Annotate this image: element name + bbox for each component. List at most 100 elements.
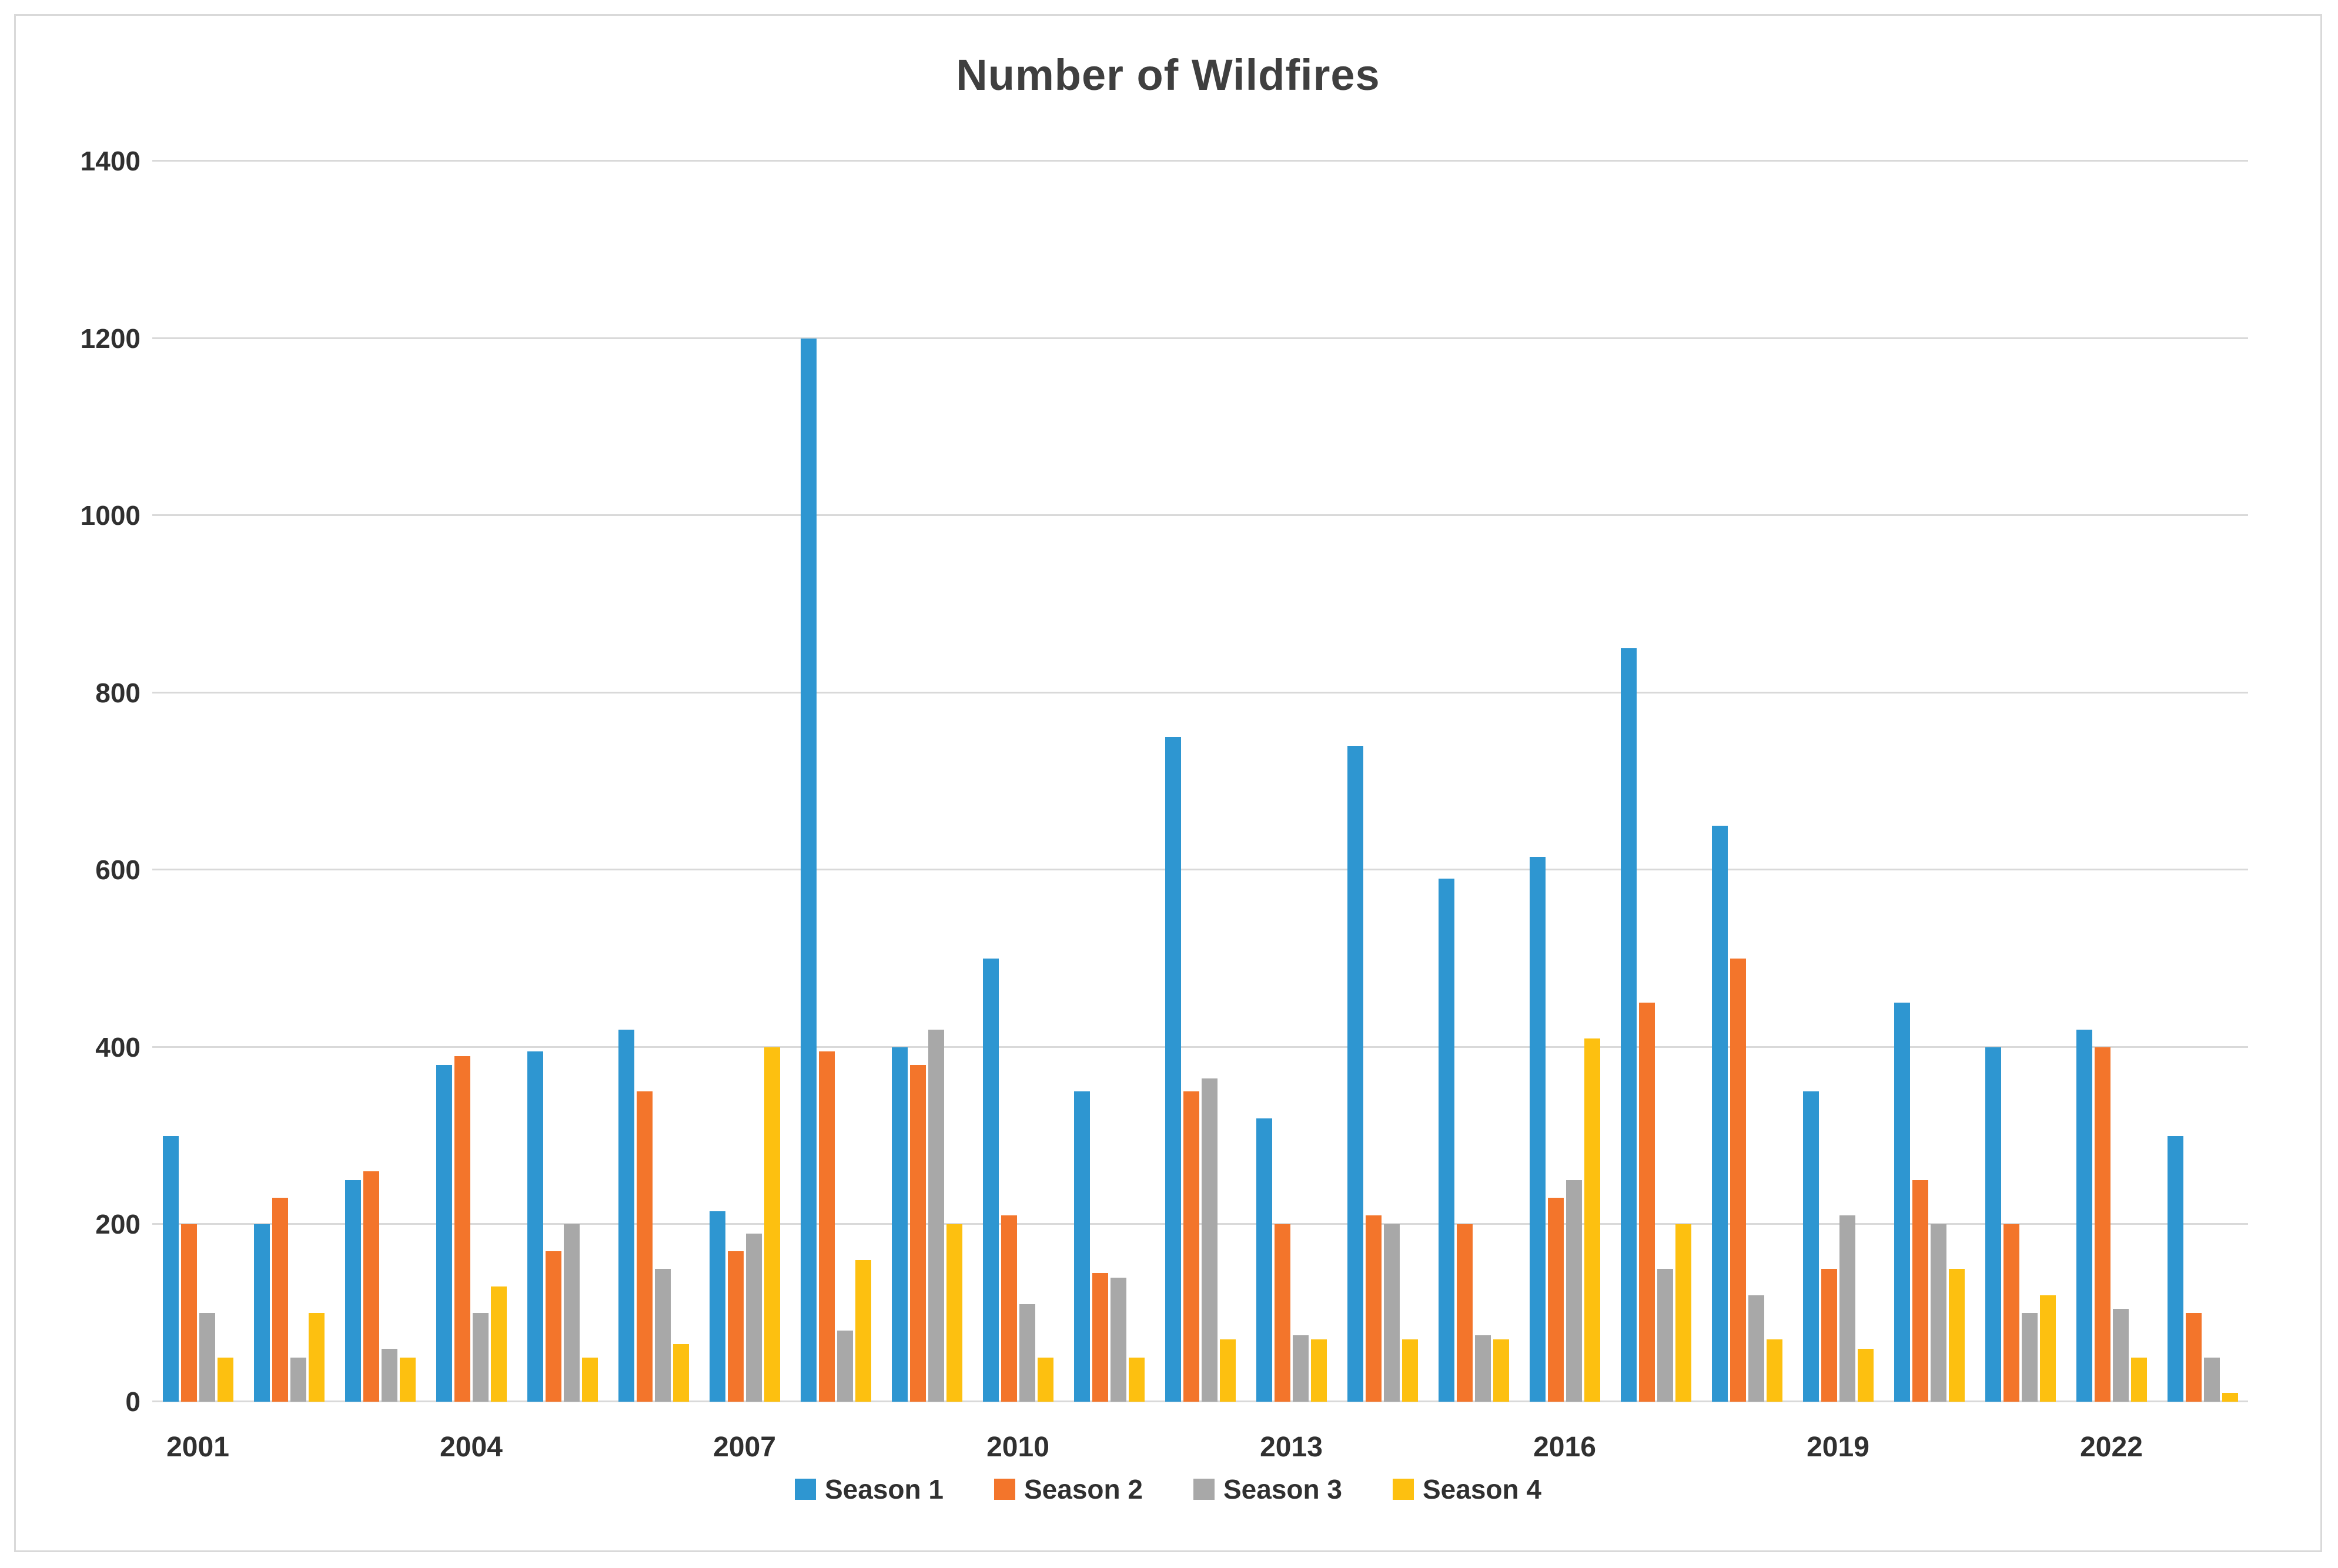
bar-group-2023 <box>2157 161 2248 1402</box>
bar-group-2010 <box>972 161 1063 1402</box>
bar-season-4-2014 <box>1402 1339 1418 1402</box>
bar-group-2013 <box>1246 161 1337 1402</box>
y-axis-tick-label: 800 <box>95 677 141 708</box>
bar-season-4-2012 <box>1219 1339 1236 1402</box>
bar-season-1-2002 <box>253 1224 270 1402</box>
bar-season-3-2023 <box>2203 1357 2220 1402</box>
chart-title: Number of Wildfires <box>956 51 1380 99</box>
x-axis-tick-label: 2022 <box>2080 1432 2143 1463</box>
bar-season-1-2017 <box>1620 648 1637 1402</box>
bar-season-2-2014 <box>1365 1215 1382 1402</box>
bar-group-2011 <box>1063 161 1155 1402</box>
y-axis-tick-label: 1000 <box>80 500 141 531</box>
bar-season-2-2020 <box>1912 1180 1928 1402</box>
bar-season-4-2004 <box>490 1286 507 1402</box>
bar-season-1-2003 <box>344 1180 361 1402</box>
bar-season-4-2020 <box>1948 1268 1965 1402</box>
bar-season-3-2019 <box>1839 1215 1855 1402</box>
bar-season-3-2010 <box>1019 1304 1035 1402</box>
bar-group-2001 <box>152 161 243 1402</box>
y-axis-tick-label: 400 <box>95 1031 141 1063</box>
bar-season-3-2022 <box>2112 1308 2129 1402</box>
bar-group-2015 <box>1428 161 1519 1402</box>
bar-season-3-2014 <box>1383 1224 1400 1402</box>
bar-season-3-2008 <box>837 1331 853 1402</box>
legend-item-season-1: Season 1 <box>795 1473 944 1505</box>
legend-swatch-icon <box>795 1479 816 1500</box>
bar-season-1-2007 <box>709 1211 725 1402</box>
bar-season-1-2022 <box>2076 1029 2092 1402</box>
gridline-y-800 <box>152 691 2248 693</box>
bar-season-4-2013 <box>1310 1339 1327 1402</box>
bar-season-1-2015 <box>1438 879 1454 1402</box>
bar-season-3-2009 <box>928 1029 944 1402</box>
bar-season-1-2014 <box>1347 746 1363 1402</box>
bar-season-1-2012 <box>1165 737 1181 1402</box>
y-axis-tick-label: 1400 <box>80 146 141 176</box>
bar-season-4-2021 <box>2039 1295 2056 1402</box>
bar-season-4-2023 <box>2222 1392 2238 1402</box>
legend-swatch-icon <box>1193 1479 1215 1500</box>
bar-group-2007 <box>699 161 790 1402</box>
x-axis-tick-label: 2007 <box>713 1432 776 1463</box>
legend-label: Season 4 <box>1423 1474 1541 1505</box>
bar-season-3-2018 <box>1748 1295 1764 1402</box>
bar-group-2006 <box>608 161 699 1402</box>
x-axis-tick-label: 2013 <box>1260 1432 1323 1463</box>
bar-group-2018 <box>1701 161 1792 1402</box>
legend-item-season-3: Season 3 <box>1193 1473 1342 1505</box>
bar-season-2-2006 <box>636 1091 653 1402</box>
bar-season-1-2019 <box>1802 1091 1819 1402</box>
bar-season-2-2017 <box>1638 1003 1655 1402</box>
bar-season-3-2020 <box>1930 1224 1946 1402</box>
bar-season-4-2003 <box>399 1357 416 1402</box>
bar-season-4-2006 <box>673 1344 689 1402</box>
bar-group-2004 <box>426 161 517 1402</box>
bar-season-4-2007 <box>764 1047 780 1402</box>
legend-item-season-2: Season 2 <box>994 1473 1143 1505</box>
x-axis-tick-label: 2001 <box>166 1432 229 1463</box>
bar-season-1-2009 <box>891 1047 908 1402</box>
x-axis-tick-label: 2016 <box>1533 1432 1596 1463</box>
gridline-y-200 <box>152 1223 2248 1225</box>
bar-season-2-2003 <box>363 1171 379 1402</box>
bar-season-2-2002 <box>272 1198 288 1402</box>
x-axis-tick-label: 2010 <box>986 1432 1049 1463</box>
bar-season-3-2005 <box>563 1224 580 1402</box>
bar-season-3-2016 <box>1566 1180 1582 1402</box>
y-axis-tick-label: 200 <box>95 1209 141 1240</box>
bar-season-1-2008 <box>800 338 817 1402</box>
bar-season-4-2010 <box>1037 1357 1053 1402</box>
bar-group-2003 <box>335 161 426 1402</box>
gridline-y-600 <box>152 869 2248 871</box>
bar-season-2-2023 <box>2185 1313 2202 1402</box>
bar-group-2016 <box>1519 161 1610 1402</box>
bar-season-2-2010 <box>1001 1215 1017 1402</box>
bar-season-4-2008 <box>855 1259 871 1402</box>
bar-season-1-2004 <box>436 1065 452 1402</box>
bar-season-2-2022 <box>2094 1047 2110 1402</box>
bar-season-4-2015 <box>1493 1339 1509 1402</box>
bar-group-2020 <box>1884 161 1975 1402</box>
bar-season-2-2007 <box>727 1251 744 1402</box>
bar-season-2-2012 <box>1183 1091 1199 1402</box>
bar-season-1-2021 <box>1985 1047 2001 1402</box>
x-axis-tick-label: 2004 <box>440 1432 503 1463</box>
bar-season-4-2022 <box>2130 1357 2147 1402</box>
bar-season-1-2018 <box>1711 825 1728 1402</box>
gridline-y-1000 <box>152 514 2248 517</box>
legend-label: Season 3 <box>1223 1474 1342 1505</box>
bar-season-4-2001 <box>217 1357 233 1402</box>
bar-season-1-2023 <box>2167 1135 2183 1402</box>
bar-season-2-2008 <box>818 1051 835 1402</box>
gridline-y-1200 <box>152 337 2248 339</box>
plot-area: 0 200 400 600 800 1000 1200 1400 2001 2004 2007 201… <box>81 148 2248 1463</box>
bar-season-3-2012 <box>1201 1078 1218 1402</box>
bar-season-4-2011 <box>1128 1357 1145 1402</box>
bar-group-2017 <box>1610 161 1701 1402</box>
legend-label: Season 2 <box>1024 1474 1143 1505</box>
bar-season-4-2019 <box>1857 1348 1874 1402</box>
bar-season-3-2006 <box>654 1268 671 1402</box>
bar-group-2012 <box>1155 161 1246 1402</box>
bar-season-3-2003 <box>381 1348 397 1402</box>
